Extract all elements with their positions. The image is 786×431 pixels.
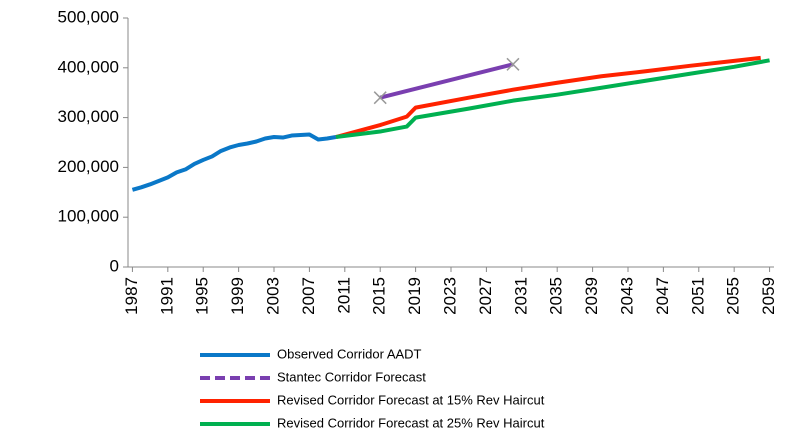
x-tick-label: 1995: [193, 277, 212, 315]
series-line: [335, 58, 770, 140]
x-tick-label: 2059: [759, 277, 778, 315]
y-tick-label: 500,000: [58, 7, 119, 26]
x-tick-label: 2051: [688, 277, 707, 315]
x-tick-label: 2003: [263, 277, 282, 315]
y-tick-label: 300,000: [58, 107, 119, 126]
x-tick-label: 2047: [653, 277, 672, 315]
x-tick-label: 2015: [370, 277, 389, 315]
series-line: [131, 132, 337, 192]
x-tick-label: 2043: [617, 277, 636, 315]
x-tick-label: 2027: [476, 277, 495, 315]
marker: [373, 91, 387, 105]
series-line: [335, 55, 761, 139]
y-tick-label: 100,000: [58, 207, 119, 226]
x-tick-label: 2039: [582, 277, 601, 315]
x-tick-label: 1999: [228, 277, 247, 315]
marker: [506, 57, 520, 71]
series-line: [379, 62, 514, 100]
legend-label: Revised Corridor Forecast at 25% Rev Hai…: [277, 415, 545, 430]
x-tick-label: 2019: [405, 277, 424, 315]
y-tick-label: 400,000: [58, 57, 119, 76]
legend-label: Observed Corridor AADT: [277, 346, 422, 361]
x-tick-label: 2007: [299, 277, 318, 315]
x-tick-label: 2011: [334, 277, 353, 314]
x-tick-label: 2035: [547, 277, 566, 315]
x-tick-label: 1991: [157, 277, 176, 315]
x-tick-label: 2055: [724, 277, 743, 315]
y-tick-label: 200,000: [58, 157, 119, 176]
x-tick-label: 1987: [122, 277, 141, 315]
legend-label: Stantec Corridor Forecast: [277, 369, 426, 384]
legend-label: Revised Corridor Forecast at 15% Rev Hai…: [277, 392, 545, 407]
x-tick-label: 2023: [440, 277, 459, 315]
x-tick-label: 2031: [511, 277, 530, 315]
y-tick-label: 0: [110, 256, 119, 275]
